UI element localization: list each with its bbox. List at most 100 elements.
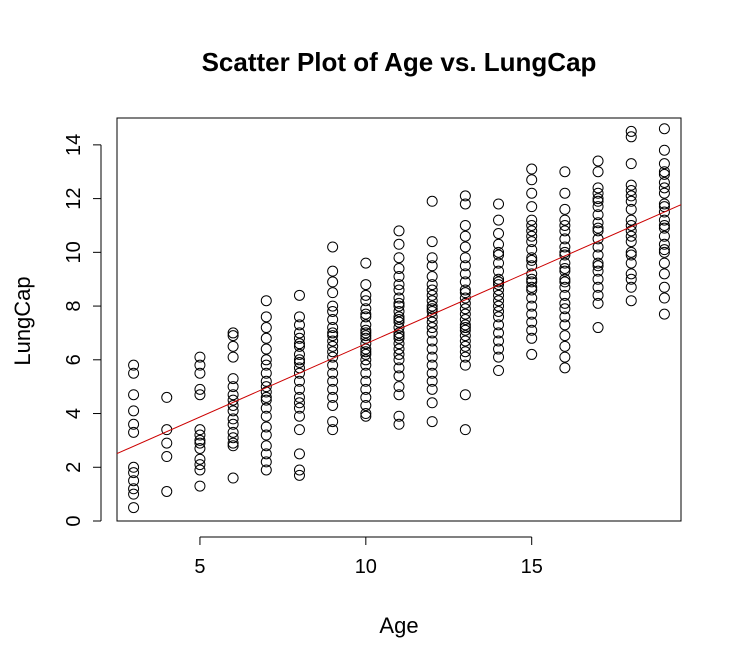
data-point: [592, 260, 604, 272]
data-point: [293, 338, 305, 350]
data-point: [493, 335, 505, 347]
data-point: [559, 262, 571, 274]
data-point: [459, 314, 471, 325]
data-point: [625, 214, 637, 226]
data-point: [625, 249, 637, 261]
data-point: [327, 351, 339, 363]
data-point: [327, 327, 339, 339]
y-tick-label: 0: [63, 515, 85, 526]
data-point: [459, 287, 471, 299]
data-point: [493, 257, 505, 269]
y-axis-label: LungCap: [10, 276, 35, 365]
data-point: [559, 203, 571, 215]
data-point: [625, 295, 637, 307]
data-point: [426, 343, 438, 355]
data-point: [393, 370, 405, 382]
data-point: [128, 359, 140, 371]
data-point: [293, 348, 305, 360]
data-point: [360, 410, 372, 422]
data-point: [227, 389, 239, 401]
data-point: [625, 131, 637, 143]
data-point: [227, 413, 239, 425]
data-point: [559, 281, 571, 293]
data-point: [459, 424, 471, 436]
data-point: [526, 324, 538, 336]
data-point: [625, 236, 637, 248]
data-point: [559, 303, 571, 315]
data-point: [293, 410, 305, 422]
data-point: [526, 219, 538, 231]
data-point: [526, 300, 538, 312]
data-point: [526, 292, 538, 304]
data-point: [658, 187, 670, 199]
data-point: [526, 163, 538, 175]
data-point: [260, 391, 272, 403]
data-point: [260, 440, 272, 452]
data-point: [526, 268, 538, 280]
data-point: [625, 125, 637, 137]
data-point: [526, 244, 538, 256]
data-point: [625, 179, 637, 191]
data-point: [592, 241, 604, 253]
data-point: [426, 295, 438, 307]
data-point: [559, 241, 571, 253]
data-point: [493, 276, 505, 288]
data-point: [426, 351, 438, 363]
y-tick-label: 2: [63, 462, 85, 473]
data-point: [260, 311, 272, 323]
data-point: [161, 391, 173, 403]
data-point: [393, 314, 405, 325]
data-point: [194, 424, 206, 436]
data-point: [128, 502, 140, 514]
data-point: [260, 359, 272, 371]
data-point: [493, 289, 505, 301]
data-point: [559, 257, 571, 269]
data-point: [260, 295, 272, 307]
data-point: [293, 448, 305, 460]
data-point: [128, 389, 140, 401]
data-point: [459, 276, 471, 288]
data-point: [194, 453, 206, 465]
data-point: [360, 348, 372, 360]
data-point: [592, 265, 604, 277]
data-point: [128, 483, 140, 495]
data-point: [658, 182, 670, 194]
data-point: [459, 324, 471, 336]
data-point: [559, 219, 571, 231]
y-tick-label: 8: [63, 301, 85, 312]
x-axis-label: Age: [379, 613, 418, 638]
data-point: [625, 273, 637, 285]
data-point: [293, 464, 305, 476]
data-point: [293, 367, 305, 379]
data-point: [526, 252, 538, 264]
data-point: [592, 297, 604, 309]
data-point: [559, 246, 571, 258]
data-point: [658, 238, 670, 250]
data-point: [327, 314, 339, 325]
data-point: [526, 236, 538, 248]
data-point: [327, 287, 339, 299]
data-point: [459, 219, 471, 231]
data-point: [493, 265, 505, 277]
chart-title: Scatter Plot of Age vs. LungCap: [202, 47, 597, 77]
data-point: [459, 297, 471, 309]
data-point: [360, 359, 372, 371]
data-point: [459, 260, 471, 272]
data-point: [559, 311, 571, 323]
data-point: [360, 408, 372, 420]
data-point: [493, 351, 505, 363]
data-point: [194, 383, 206, 395]
data-point: [227, 351, 239, 363]
data-point: [592, 322, 604, 334]
data-point: [260, 394, 272, 406]
data-point: [128, 367, 140, 379]
data-point: [526, 230, 538, 242]
data-point: [393, 305, 405, 317]
data-point: [625, 195, 637, 207]
data-point: [327, 391, 339, 403]
data-point: [327, 416, 339, 428]
data-point: [260, 322, 272, 334]
data-point: [393, 330, 405, 342]
data-point: [658, 257, 670, 269]
